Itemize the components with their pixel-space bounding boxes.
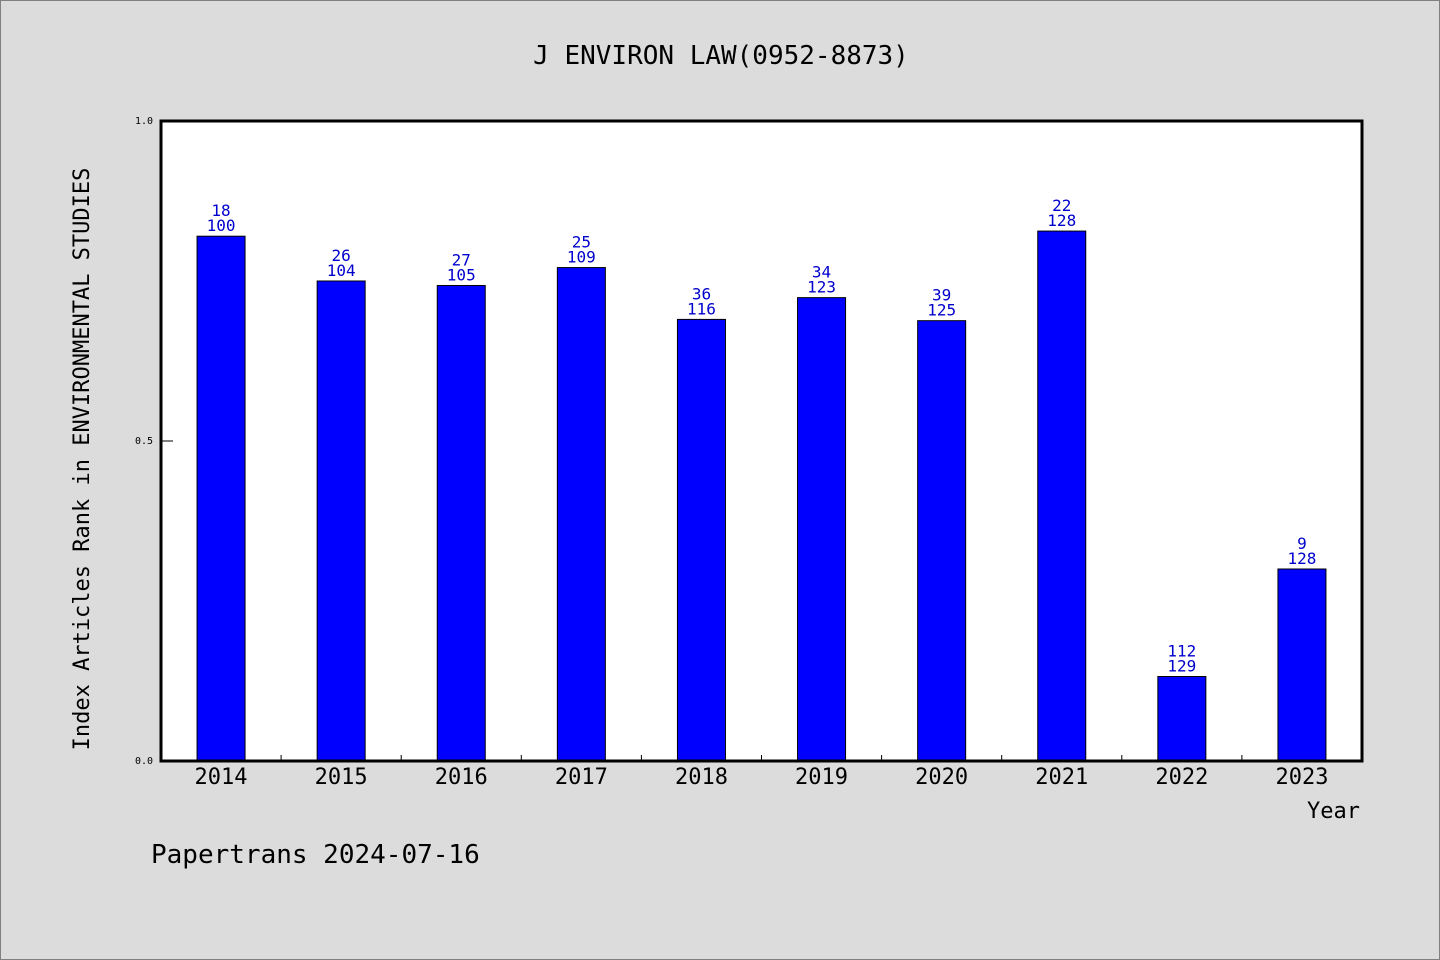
x-tick-label: 2016 [435,765,488,790]
bar-2017 [556,267,606,762]
bar-2021 [1037,230,1087,762]
bar-total-label: 125 [927,301,956,320]
bar-2023 [1277,568,1327,762]
bar-rank-label: 36 [692,284,711,303]
bar-rank-label: 22 [1052,196,1071,215]
y-tick-label: 0.0 [135,756,153,767]
x-tick-label: 2014 [195,765,248,790]
x-tick-label: 2020 [915,765,968,790]
bar-2020 [917,320,967,762]
bar-2022 [1157,676,1207,762]
chart-title: J ENVIRON LAW(0952-8873) [533,41,909,71]
bar-rank-label: 9 [1297,534,1307,553]
bar-total-label: 105 [447,265,476,284]
bar-total-label: 128 [1287,549,1316,568]
bar-total-label: 109 [567,248,596,267]
bar-2016 [436,284,486,762]
bar-2015 [316,280,366,762]
bar-rank-label: 26 [332,246,351,265]
bar-2014 [196,235,246,762]
x-tick-label: 2018 [675,765,728,790]
x-axis: 2014 2015 2016 2017 2018 2019 2020 2021 2022 2023 [195,755,1328,790]
bar-total-label: 116 [687,299,716,318]
bar-total-label: 128 [1047,211,1076,230]
x-tick-label: 2023 [1275,765,1328,790]
bar-total-label: 104 [327,261,356,280]
bar-total-label: 129 [1167,657,1196,676]
bar-total-label: 123 [807,278,836,297]
bar-rank-label: 27 [452,250,471,269]
plot-frame [159,119,1364,763]
bar-2018 [676,318,726,762]
x-tick-label: 2022 [1155,765,1208,790]
x-tick-label: 2019 [795,765,848,790]
y-axis-label: Index Articles Rank in ENVIRONMENTAL STU… [70,168,95,751]
x-tick-label: 2021 [1035,765,1088,790]
x-tick-label: 2017 [555,765,608,790]
x-axis-label: Year [1307,799,1360,824]
y-tick-label: 1.0 [135,116,153,127]
bar-rank-label: 25 [572,233,591,252]
bar-2019 [797,297,847,762]
bars [196,230,1327,762]
bar-rank-label: 18 [211,201,230,220]
bar-rank-label: 34 [812,263,831,282]
x-tick-label: 2015 [315,765,368,790]
bar-rank-label: 39 [932,286,951,305]
footer-credit: Papertrans 2024-07-16 [151,840,480,870]
bar-total-label: 100 [207,216,236,235]
bar-rank-label: 112 [1167,642,1196,661]
y-tick-label: 0.5 [135,436,153,447]
